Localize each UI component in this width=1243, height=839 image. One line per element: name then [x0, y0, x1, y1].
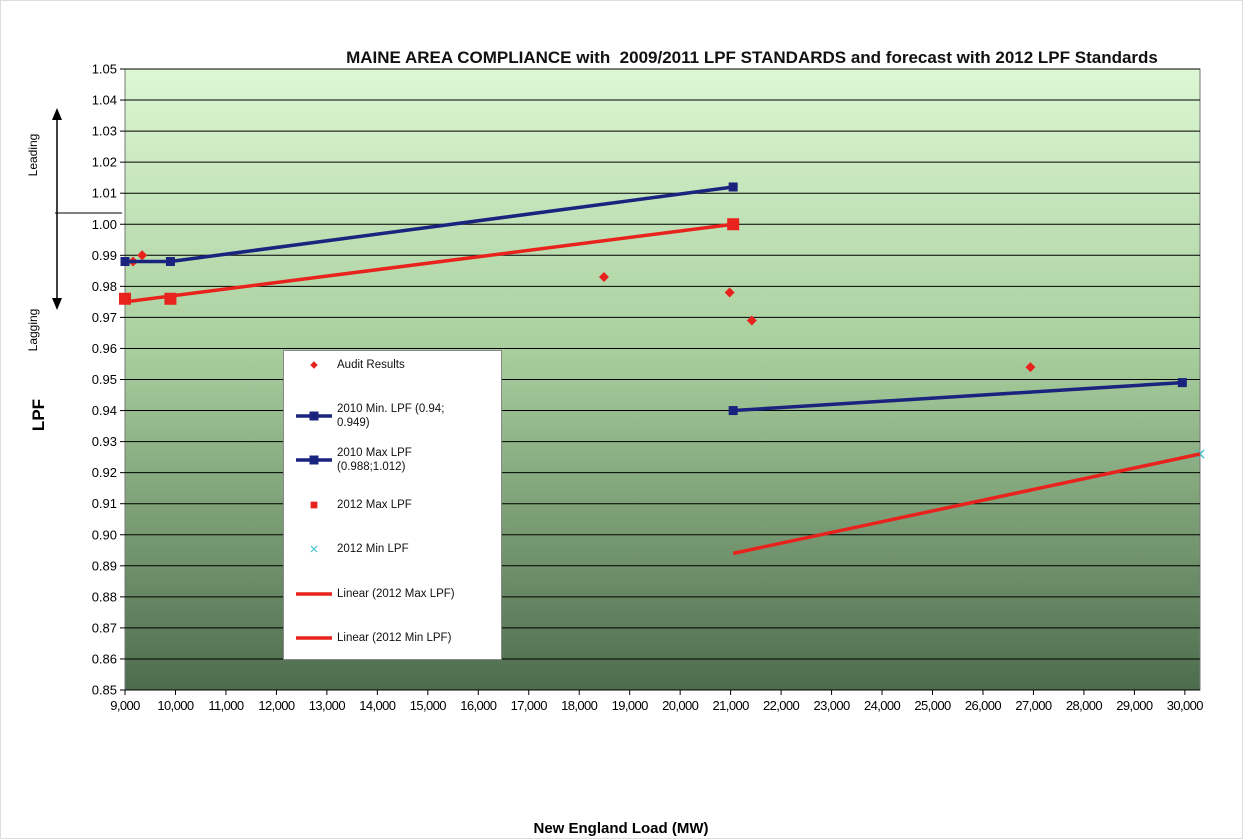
x-tick-label: 18,000 [561, 698, 598, 713]
marker [309, 455, 319, 465]
y-tick-label: 0.86 [92, 651, 117, 666]
y-tick-label: 0.85 [92, 683, 117, 698]
annotation: Leading [26, 134, 40, 177]
arrow-head [52, 108, 62, 120]
x-tick-label: 11,000 [208, 698, 244, 713]
y-tick-label: 0.91 [92, 496, 117, 511]
legend-swatch [310, 361, 318, 369]
y-tick-label: 1.03 [92, 124, 117, 139]
x-tick-label: 19,000 [612, 698, 649, 713]
y-axis-label: LPF [29, 399, 48, 431]
legend-swatch [310, 545, 318, 553]
marker [310, 501, 318, 508]
y-tick-label: 0.92 [92, 465, 117, 480]
y-tick-label: 0.88 [92, 589, 117, 604]
x-tick-label: 30,000 [1167, 698, 1204, 713]
marker [728, 406, 738, 416]
series-line [124, 222, 734, 304]
legend-item: 2010 Min. LPF (0.94; 0.949) [294, 396, 499, 436]
marker [728, 182, 738, 192]
legend-item: 2010 Max LPF (0.988;1.012) [294, 440, 499, 480]
x-tick-label: 13,000 [309, 698, 346, 713]
legend-swatch [296, 636, 332, 640]
marker [310, 545, 318, 553]
y-tick-label: 1.01 [92, 186, 117, 201]
legend-swatch [296, 455, 332, 465]
x-tick-label: 10,000 [157, 698, 194, 713]
y-tick-label: 0.89 [92, 558, 117, 573]
y-tick-label: 0.98 [92, 279, 117, 294]
legend-label: 2012 Max LPF [337, 498, 412, 511]
y-tick-label: 0.87 [92, 620, 117, 635]
marker [165, 257, 175, 267]
x-tick-label: 16,000 [460, 698, 497, 713]
legend-item: 2012 Max LPF [294, 485, 499, 525]
x-tick-label: 20,000 [662, 698, 699, 713]
x-tick-label: 21,000 [713, 698, 750, 713]
y-tick-label: 0.99 [92, 248, 117, 263]
marker [1025, 362, 1036, 373]
x-tick-label: 22,000 [763, 698, 800, 713]
x-axis-label: New England Load (MW) [534, 820, 709, 837]
legend-item: 2012 Min LPF [294, 529, 499, 569]
marker [310, 361, 318, 369]
series-line [733, 380, 1183, 413]
legend-swatch [310, 501, 318, 508]
x-tick-label: 12,000 [258, 698, 295, 713]
y-tick-label: 0.94 [92, 403, 117, 418]
x-tick-label: 27,000 [1015, 698, 1052, 713]
legend-label: Linear (2012 Max LPF) [337, 587, 455, 600]
x-tick-label: 25,000 [914, 698, 951, 713]
legend-label: Audit Results [337, 359, 405, 371]
legend-item: Linear (2012 Max LPF) [294, 574, 499, 614]
legend-label: 2012 Min LPF [337, 543, 409, 555]
legend-label: 2010 Min. LPF (0.94; 0.949) [337, 402, 445, 429]
legend-item: Audit Results [294, 345, 499, 385]
chart-title: MAINE AREA COMPLIANCE with 2009/2011 LPF… [346, 48, 1158, 67]
y-tick-label: 1.04 [92, 93, 117, 108]
series-line [732, 452, 1201, 556]
y-tick-label: 1.02 [92, 155, 117, 170]
marker [724, 287, 735, 298]
legend: Audit Results 2010 Min. LPF (0.94; 0.949)… [283, 350, 502, 660]
x-tick-label: 17,000 [511, 698, 548, 713]
marker [746, 315, 757, 326]
y-tick-label: 1.00 [92, 217, 117, 232]
y-tick-label: 0.97 [92, 310, 117, 325]
y-tick-label: 0.93 [92, 434, 117, 449]
marker [1177, 378, 1187, 388]
x-tick-label: 29,000 [1116, 698, 1153, 713]
x-tick-label: 28,000 [1066, 698, 1103, 713]
y-tick-label: 1.05 [92, 62, 117, 77]
legend-label: Linear (2012 Min LPF) [337, 632, 452, 644]
legend-swatch [296, 591, 332, 596]
marker [309, 411, 319, 420]
x-tick-label: 24,000 [864, 698, 901, 713]
y-tick-label: 0.90 [92, 527, 117, 542]
arrow-head [52, 298, 62, 310]
y-tick-label: 0.95 [92, 372, 117, 387]
x-tick-label: 26,000 [965, 698, 1002, 713]
marker [598, 272, 609, 283]
x-tick-label: 15,000 [410, 698, 447, 713]
marker [120, 257, 130, 267]
legend-label: 2010 Max LPF (0.988;1.012) [337, 447, 412, 473]
marker [137, 250, 148, 261]
annotation: Lagging [26, 309, 40, 352]
x-tick-label: 9,000 [110, 698, 140, 713]
legend-swatch [296, 411, 332, 420]
legend-item: Linear (2012 Min LPF) [294, 618, 499, 658]
x-tick-label: 23,000 [813, 698, 850, 713]
x-tick-label: 14,000 [359, 698, 396, 713]
y-tick-label: 0.96 [92, 341, 117, 356]
